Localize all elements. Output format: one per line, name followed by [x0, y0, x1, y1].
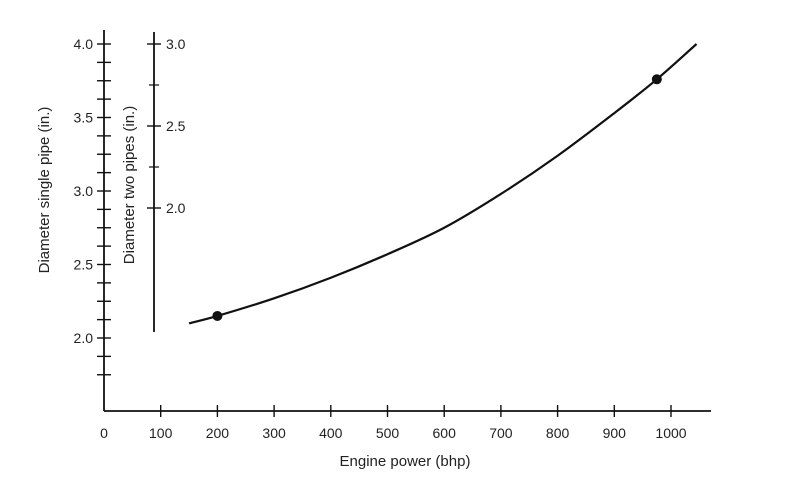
data-point — [651, 74, 662, 85]
y-tick-label: 3.5 — [74, 110, 94, 126]
y2-tick-label: 2.5 — [166, 118, 186, 134]
y-tick-label: 2.0 — [74, 330, 94, 346]
y2-axis-title: Diameter two pipes (in.) — [121, 106, 138, 264]
x-tick-label: 900 — [603, 425, 627, 441]
y-axis-ticks: 2.0 2.5 3.0 3.5 4.0 — [74, 36, 111, 376]
x-tick-label: 800 — [546, 425, 570, 441]
x-tick-label: 100 — [149, 425, 173, 441]
x-axis-ticks: 0 100 200 300 400 500 600 700 800 900 1000 — [100, 405, 687, 441]
x-tick-label: 700 — [489, 425, 513, 441]
y2-tick-label: 3.0 — [166, 36, 186, 52]
series-line — [188, 43, 698, 325]
x-tick-label: 500 — [376, 425, 400, 441]
y-tick-label: 4.0 — [74, 36, 94, 52]
x-axis-title: Engine power (bhp) — [340, 453, 471, 470]
x-tick-label: 200 — [206, 425, 230, 441]
y2-tick-label: 2.0 — [166, 200, 186, 216]
data-point — [212, 310, 223, 321]
data-markers — [212, 74, 662, 321]
y-tick-label: 2.5 — [74, 257, 94, 273]
x-tick-label: 400 — [319, 425, 343, 441]
x-tick-label: 0 — [100, 425, 108, 441]
x-tick-label: 600 — [433, 425, 457, 441]
x-tick-label: 1000 — [655, 425, 686, 441]
y-axis-title: Diameter single pipe (in.) — [36, 107, 53, 274]
x-tick-label: 300 — [262, 425, 286, 441]
y2-axis-ticks: 2.0 2.5 3.0 — [147, 36, 186, 216]
y-tick-label: 3.0 — [74, 183, 94, 199]
